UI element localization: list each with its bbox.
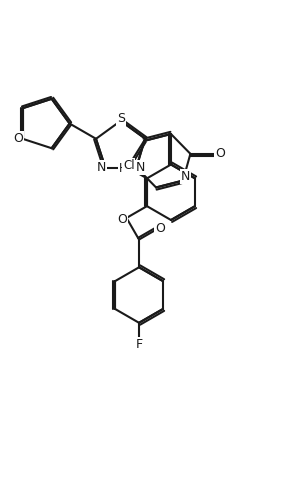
Text: O: O xyxy=(215,147,225,161)
Text: F: F xyxy=(136,338,143,352)
Text: O: O xyxy=(155,222,165,235)
Text: N: N xyxy=(136,162,145,174)
Text: N: N xyxy=(97,162,106,174)
Text: O: O xyxy=(117,213,127,226)
Text: HN: HN xyxy=(119,162,136,175)
Text: S: S xyxy=(117,111,125,125)
Text: Cl: Cl xyxy=(123,160,134,172)
Text: O: O xyxy=(14,132,23,145)
Text: N: N xyxy=(181,170,190,183)
